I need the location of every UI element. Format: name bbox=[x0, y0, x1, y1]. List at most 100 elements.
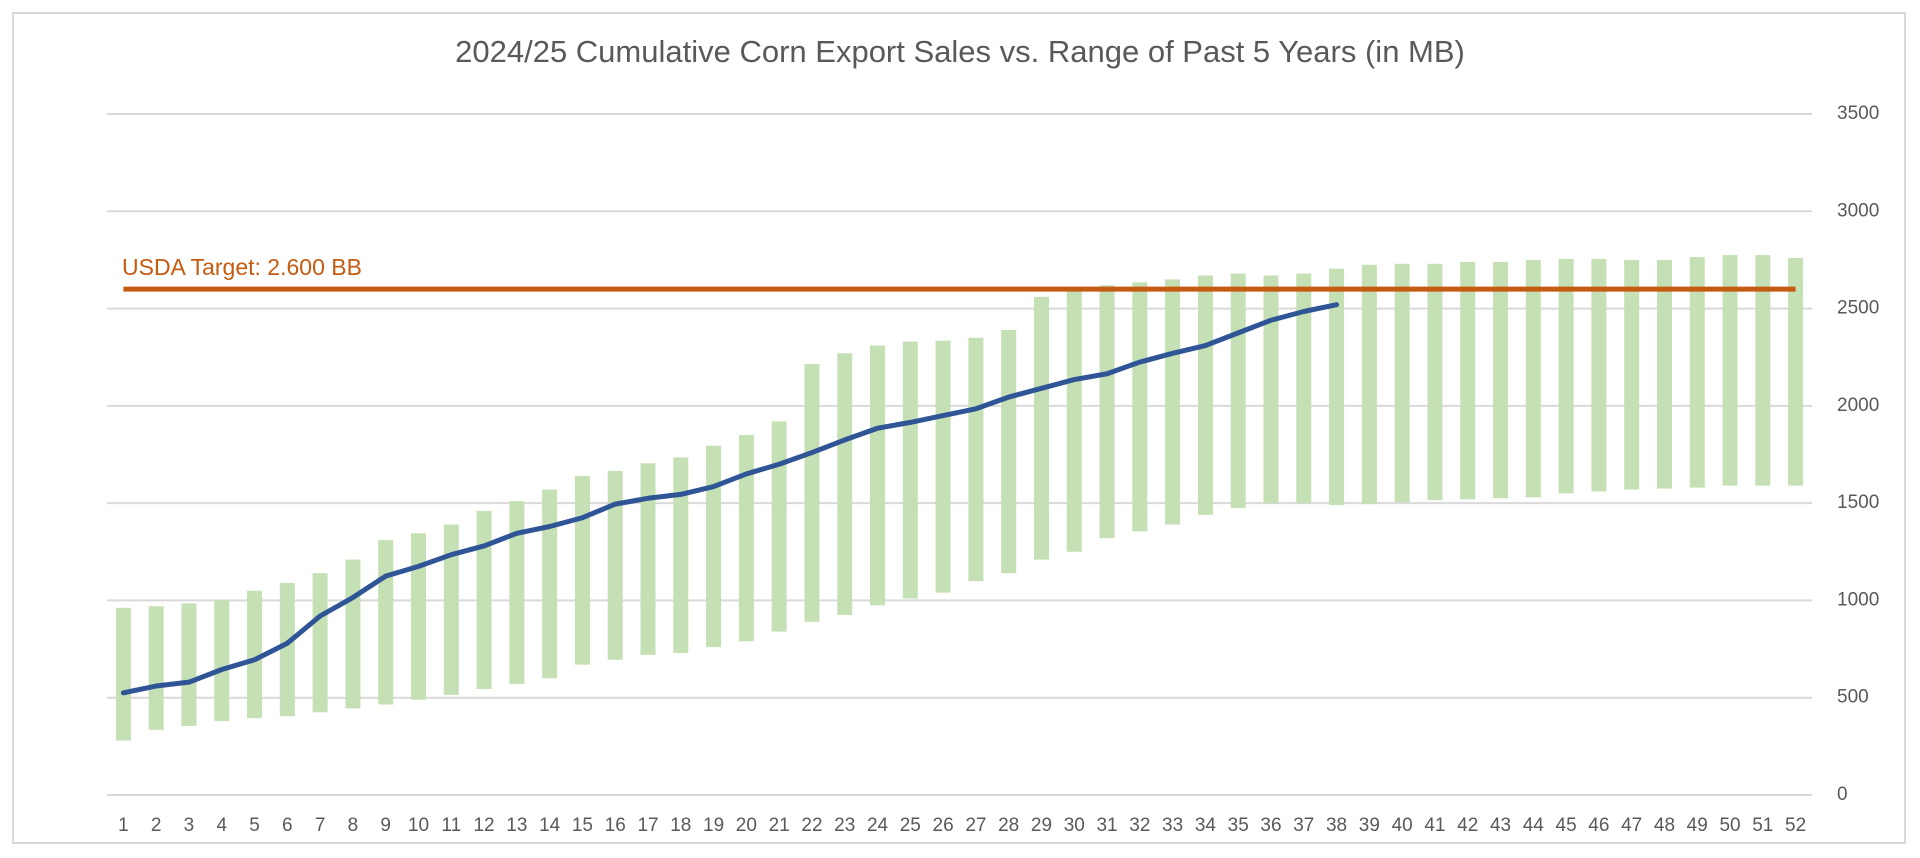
range-bar bbox=[1722, 255, 1738, 486]
x-tick-label: 43 bbox=[1490, 815, 1511, 836]
range-bar bbox=[1493, 261, 1509, 499]
x-tick-label: 44 bbox=[1523, 815, 1545, 836]
x-tick-label: 22 bbox=[801, 815, 822, 836]
y-tick-label: 1000 bbox=[1837, 589, 1879, 610]
y-tick-label: 3000 bbox=[1837, 200, 1879, 221]
x-tick-label: 27 bbox=[965, 815, 986, 836]
range-bar bbox=[181, 603, 197, 726]
range-bar bbox=[1788, 257, 1804, 486]
range-bar bbox=[804, 364, 820, 622]
x-tick-label: 13 bbox=[506, 815, 527, 836]
x-tick-label: 18 bbox=[670, 815, 691, 836]
x-tick-label: 23 bbox=[834, 815, 855, 836]
range-bar bbox=[1329, 268, 1345, 506]
x-tick-label: 51 bbox=[1752, 815, 1773, 836]
y-tick-label: 0 bbox=[1837, 784, 1848, 805]
x-tick-label: 10 bbox=[408, 815, 429, 836]
range-bar bbox=[1165, 279, 1181, 525]
x-tick-label: 31 bbox=[1096, 815, 1117, 836]
x-tick-label: 19 bbox=[703, 815, 724, 836]
range-bar bbox=[935, 340, 951, 593]
range-bar bbox=[738, 435, 754, 642]
range-bar bbox=[1591, 258, 1607, 492]
range-bar bbox=[574, 475, 590, 665]
x-tick-label: 52 bbox=[1785, 815, 1806, 836]
range-bar bbox=[476, 510, 492, 689]
x-tick-label: 42 bbox=[1457, 815, 1478, 836]
x-tick-label: 30 bbox=[1064, 815, 1085, 836]
x-tick-label: 46 bbox=[1588, 815, 1609, 836]
x-tick-label: 37 bbox=[1293, 815, 1314, 836]
x-tick-label: 36 bbox=[1260, 815, 1281, 836]
range-bar bbox=[410, 533, 426, 700]
range-bar bbox=[1394, 263, 1410, 503]
x-tick-label: 1 bbox=[118, 815, 129, 836]
range-bar bbox=[345, 559, 361, 709]
y-tick-label: 1500 bbox=[1837, 492, 1879, 513]
range-bar bbox=[1066, 289, 1082, 552]
x-tick-label: 25 bbox=[900, 815, 921, 836]
x-tick-label: 40 bbox=[1392, 815, 1413, 836]
range-bar bbox=[1525, 259, 1541, 498]
x-tick-label: 9 bbox=[380, 815, 391, 836]
range-bar bbox=[312, 573, 328, 713]
x-tick-label: 39 bbox=[1359, 815, 1380, 836]
range-bar bbox=[1296, 273, 1312, 504]
range-bar bbox=[1624, 259, 1640, 490]
range-bar bbox=[1230, 273, 1246, 509]
x-tick-label: 24 bbox=[867, 815, 889, 836]
range-bar bbox=[837, 353, 853, 616]
y-tick-label: 2000 bbox=[1837, 395, 1879, 416]
x-tick-label: 35 bbox=[1228, 815, 1249, 836]
range-bar bbox=[1033, 296, 1049, 560]
x-tick-label: 26 bbox=[933, 815, 954, 836]
range-bar bbox=[870, 345, 886, 606]
range-bar bbox=[640, 463, 656, 655]
x-tick-label: 20 bbox=[736, 815, 757, 836]
range-bar bbox=[1656, 259, 1672, 489]
target-label: USDA Target: 2.600 BB bbox=[122, 254, 362, 280]
x-tick-label: 16 bbox=[605, 815, 626, 836]
range-bar bbox=[1755, 255, 1771, 486]
range-bar bbox=[1558, 258, 1574, 494]
x-tick-label: 49 bbox=[1687, 815, 1708, 836]
x-tick-label: 17 bbox=[637, 815, 658, 836]
x-tick-label: 29 bbox=[1031, 815, 1052, 836]
x-tick-label: 3 bbox=[184, 815, 195, 836]
range-bar bbox=[1197, 275, 1213, 515]
range-bar bbox=[509, 501, 525, 685]
x-tick-label: 28 bbox=[998, 815, 1019, 836]
range-bar bbox=[115, 607, 131, 741]
range-bar bbox=[148, 606, 164, 730]
range-bar bbox=[378, 540, 394, 705]
range-bar bbox=[706, 445, 722, 648]
range-bar bbox=[771, 421, 787, 632]
range-bar bbox=[673, 457, 689, 653]
range-bar bbox=[607, 471, 623, 660]
x-tick-label: 2 bbox=[151, 815, 162, 836]
range-bar bbox=[1263, 275, 1279, 504]
range-bar bbox=[1099, 285, 1115, 539]
x-tick-label: 47 bbox=[1621, 815, 1642, 836]
range-bar bbox=[214, 600, 230, 722]
range-bar bbox=[279, 582, 295, 717]
range-bar bbox=[1001, 329, 1017, 574]
range-bar bbox=[1689, 257, 1705, 488]
x-tick-label: 48 bbox=[1654, 815, 1675, 836]
range-bar bbox=[1361, 264, 1377, 505]
x-tick-label: 14 bbox=[539, 815, 561, 836]
x-tick-label: 38 bbox=[1326, 815, 1347, 836]
x-tick-label: 6 bbox=[282, 815, 293, 836]
chart-title: 2024/25 Cumulative Corn Export Sales vs.… bbox=[455, 34, 1465, 69]
x-tick-label: 50 bbox=[1719, 815, 1740, 836]
range-bar bbox=[968, 337, 984, 581]
x-tick-label: 45 bbox=[1556, 815, 1577, 836]
x-tick-label: 12 bbox=[473, 815, 494, 836]
x-tick-label: 5 bbox=[249, 815, 260, 836]
x-tick-label: 21 bbox=[769, 815, 790, 836]
x-tick-label: 11 bbox=[441, 815, 461, 836]
range-bar bbox=[1427, 263, 1443, 501]
x-tick-label: 7 bbox=[315, 815, 326, 836]
y-tick-label: 2500 bbox=[1837, 298, 1879, 319]
